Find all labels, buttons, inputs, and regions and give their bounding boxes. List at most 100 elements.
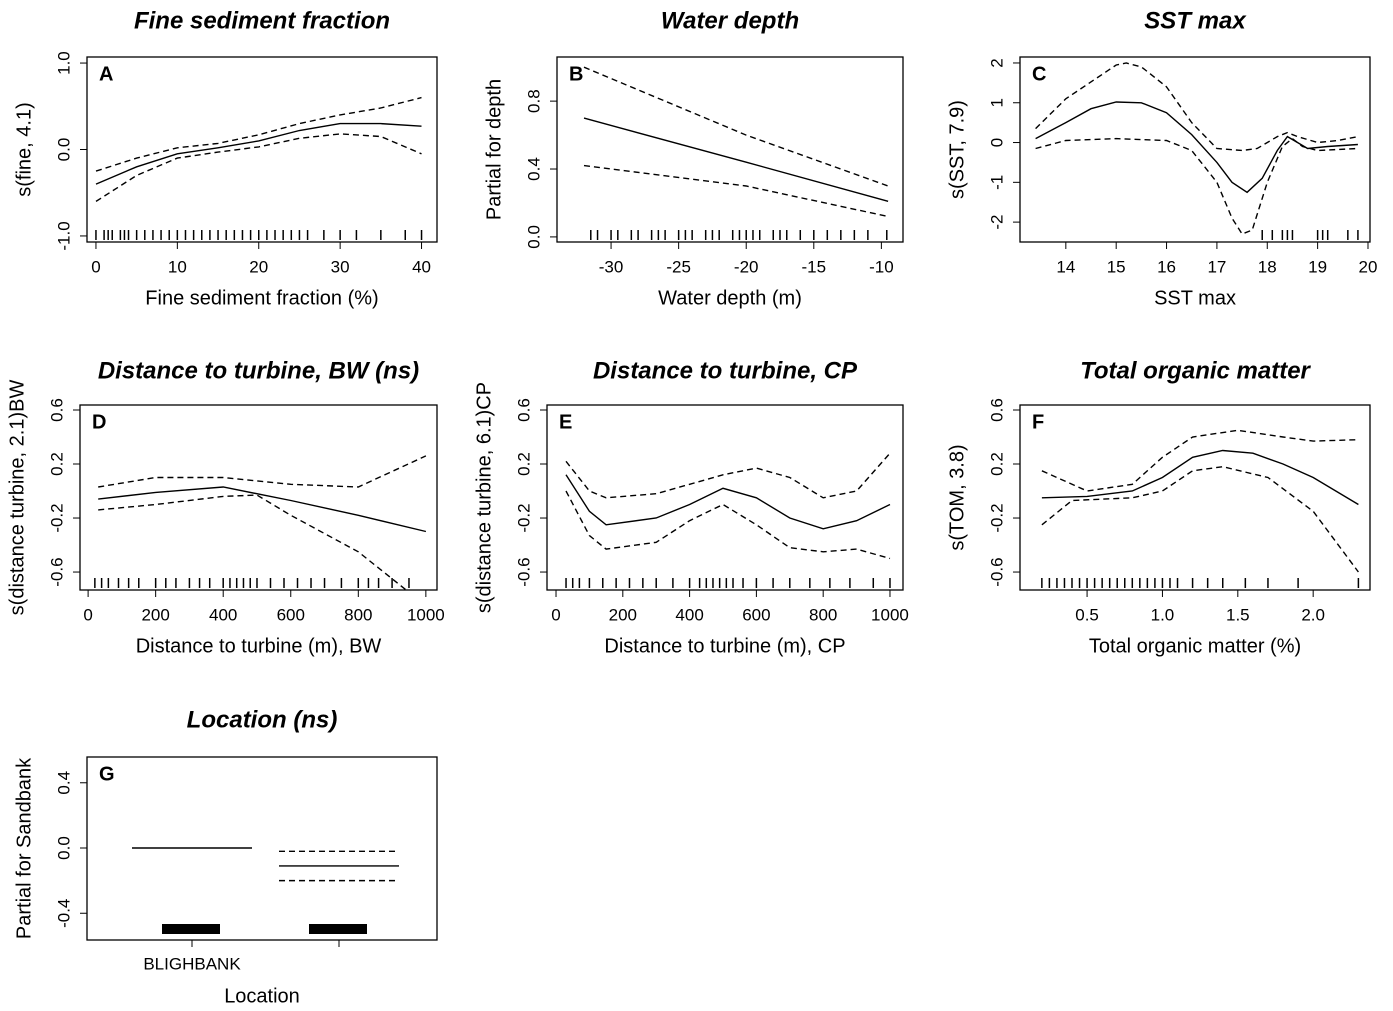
x-axis-label: Total organic matter (%) xyxy=(1089,635,1301,657)
plot-area xyxy=(583,66,889,240)
x-tick-label: 15 xyxy=(1107,257,1126,276)
x-tick-label: 16 xyxy=(1157,257,1176,276)
confidence-band xyxy=(1035,137,1358,235)
x-tick-label: 400 xyxy=(209,605,237,624)
x-axis-label: Distance to turbine (m), BW xyxy=(136,635,382,657)
panel-letter: B xyxy=(569,63,583,85)
panel: Distance to turbine, CP Distance to turbi… xyxy=(473,357,909,657)
y-tick-label: 0.0 xyxy=(54,138,73,162)
panel-title: Fine sediment fraction xyxy=(134,7,390,34)
plot-area xyxy=(95,96,423,240)
confidence-band xyxy=(565,452,891,499)
x-tick-label: -10 xyxy=(869,257,894,276)
y-tick-label: 0.6 xyxy=(47,398,66,422)
x-tick-label: 20 xyxy=(249,257,268,276)
plot-area xyxy=(94,455,427,590)
confidence-band xyxy=(98,455,427,488)
y-tick-label: 0.2 xyxy=(987,452,1006,476)
x-tick-label: 0 xyxy=(551,605,560,624)
y-tick-label: 0.0 xyxy=(524,225,543,249)
plot-area xyxy=(1041,429,1360,588)
y-tick-label: 0 xyxy=(987,138,1006,147)
x-tick-label: 0.5 xyxy=(1075,605,1099,624)
confidence-band xyxy=(95,133,422,202)
plot-frame xyxy=(1019,56,1371,243)
y-tick-label: 0.2 xyxy=(47,452,66,476)
panel: Distance to turbine, BW (ns) Distance to … xyxy=(6,357,444,657)
confidence-band xyxy=(583,164,889,218)
x-tick-label: 14 xyxy=(1056,257,1075,276)
plot-frame xyxy=(1019,404,1371,591)
smooth-fit xyxy=(98,486,427,533)
panel: SST max SST max s(SST, 7.9) C -2 -1 0 1 2 14 15 16 1… xyxy=(946,7,1377,309)
panel-title: Water depth xyxy=(661,7,799,34)
y-tick-label: -0.4 xyxy=(54,899,73,928)
panel-title: SST max xyxy=(1144,7,1247,34)
x-tick-label: 800 xyxy=(344,605,372,624)
x-tick-label: 20 xyxy=(1359,257,1378,276)
confidence-band xyxy=(1041,465,1359,573)
x-tick-label: 18 xyxy=(1258,257,1277,276)
y-tick-label: -0.6 xyxy=(47,557,66,586)
x-tick-label: -25 xyxy=(666,257,691,276)
x-axis-label: Location xyxy=(224,985,300,1007)
x-axis-label: Fine sediment fraction (%) xyxy=(145,287,378,309)
x-tick-label: 600 xyxy=(742,605,770,624)
panel: Total organic matter Total organic matter… xyxy=(946,357,1371,657)
smooth-fit xyxy=(583,117,889,202)
smooth-fit xyxy=(95,122,422,185)
y-tick-label: 1.0 xyxy=(54,51,73,75)
y-axis-label: Partial for depth xyxy=(483,79,505,220)
x-tick-label: 40 xyxy=(412,257,431,276)
x-tick-label: 2.0 xyxy=(1301,605,1325,624)
y-axis-label: s(TOM, 3.8) xyxy=(946,444,968,550)
x-tick-label: 0 xyxy=(91,257,100,276)
panel-letter: A xyxy=(99,63,113,85)
y-tick-label: 2 xyxy=(987,58,1006,67)
plot-frame xyxy=(86,56,438,243)
x-tick-label: 400 xyxy=(675,605,703,624)
y-tick-label: -0.2 xyxy=(987,503,1006,532)
x-tick-label: 200 xyxy=(141,605,169,624)
panel-title: Total organic matter xyxy=(1080,357,1311,384)
panel-letter: G xyxy=(99,763,115,785)
y-axis-label: s(SST, 7.9) xyxy=(946,100,968,199)
confidence-band xyxy=(583,66,889,187)
panel-title: Distance to turbine, CP xyxy=(593,357,858,384)
panel-letter: D xyxy=(92,411,106,433)
x-tick-label: 30 xyxy=(331,257,350,276)
y-tick-label: 0.4 xyxy=(524,157,543,181)
x-tick-label: -20 xyxy=(734,257,759,276)
y-tick-label: 1 xyxy=(987,98,1006,107)
x-axis-label: SST max xyxy=(1154,287,1236,309)
confidence-band xyxy=(1041,429,1359,492)
confidence-band xyxy=(565,490,891,560)
x-tick-label: 1.5 xyxy=(1226,605,1250,624)
y-tick-label: -0.6 xyxy=(987,557,1006,586)
confidence-band xyxy=(1035,62,1359,152)
x-tick-label: 1000 xyxy=(871,605,909,624)
x-tick-label: 800 xyxy=(809,605,837,624)
y-axis-label: s(distance turbine, 2.1)BW xyxy=(6,380,28,616)
panel: Fine sediment fraction Fine sediment frac… xyxy=(13,7,438,309)
x-tick-label: 1.0 xyxy=(1151,605,1175,624)
y-tick-label: -0.6 xyxy=(514,557,533,586)
y-axis-label: s(fine, 4.1) xyxy=(13,102,35,196)
panel-title: Location (ns) xyxy=(187,706,338,733)
confidence-band xyxy=(98,494,408,590)
plot-area xyxy=(565,452,891,588)
rug-block xyxy=(309,924,367,934)
rug-block xyxy=(162,924,220,934)
x-tick-label: 10 xyxy=(168,257,187,276)
x-tick-label: -15 xyxy=(802,257,827,276)
x-tick-label: 17 xyxy=(1207,257,1226,276)
y-tick-label: 0.8 xyxy=(524,89,543,113)
y-tick-label: -1 xyxy=(987,175,1006,190)
x-tick-label: 0 xyxy=(83,605,92,624)
smooth-fit xyxy=(565,474,891,530)
panel-letter: C xyxy=(1032,63,1046,85)
y-tick-label: 0.4 xyxy=(54,771,73,795)
x-tick-label: -30 xyxy=(599,257,624,276)
y-tick-label: -0.2 xyxy=(514,503,533,532)
